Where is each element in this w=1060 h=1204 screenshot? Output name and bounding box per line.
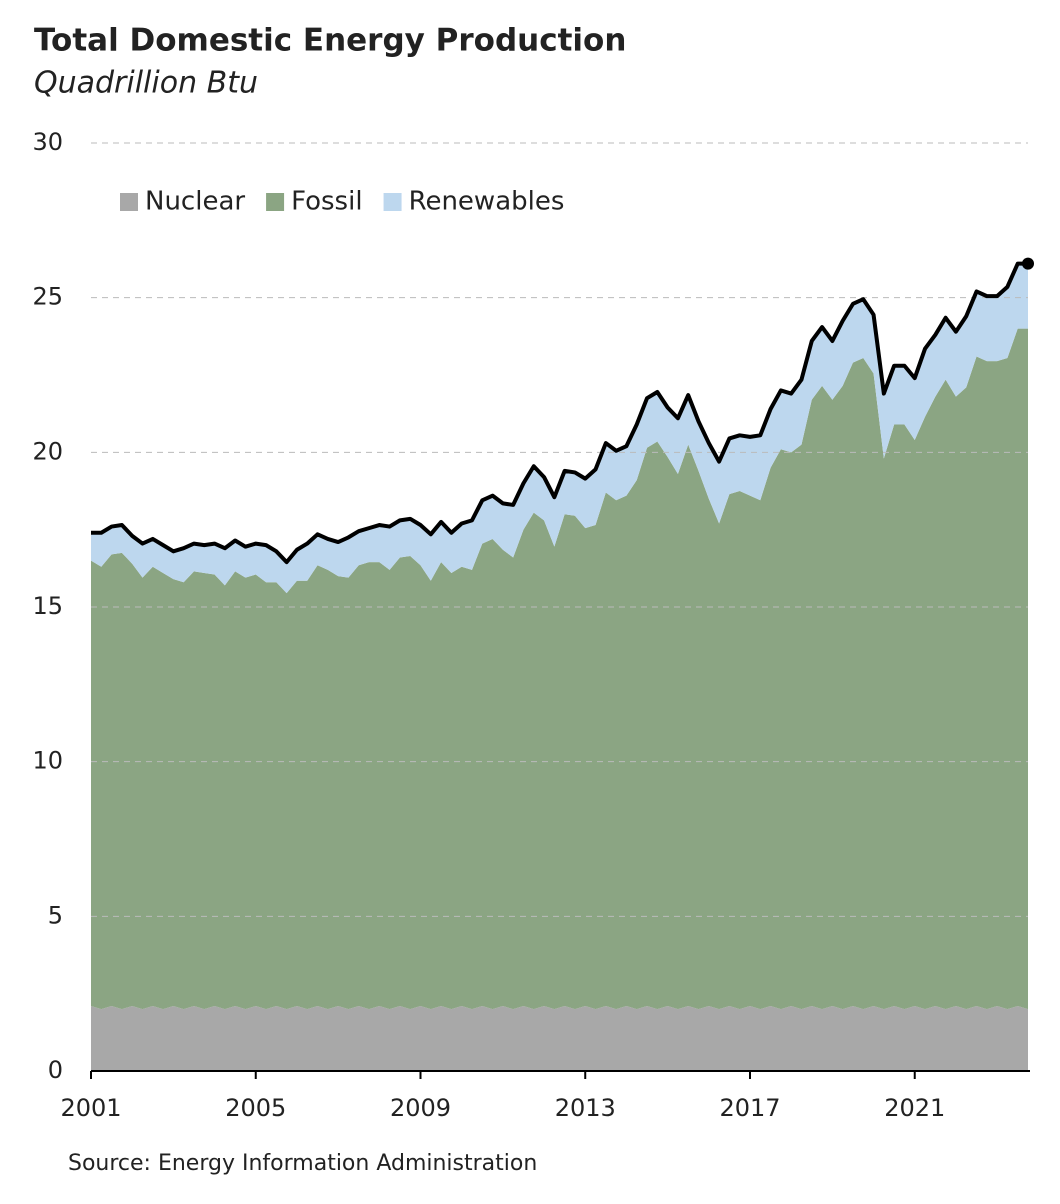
y-tick-label: 10 <box>32 747 63 775</box>
y-tick-label: 5 <box>48 901 63 929</box>
x-tick-label: 2005 <box>225 1094 286 1122</box>
chart-title: Total Domestic Energy Production <box>34 23 626 59</box>
area <box>91 328 1028 1010</box>
y-tick-label: 25 <box>32 283 63 311</box>
source-note: Source: Energy Information Administratio… <box>68 1151 537 1176</box>
legend-label: Nuclear <box>145 187 245 217</box>
legend-label: Fossil <box>291 187 362 217</box>
area <box>91 263 1028 594</box>
chart-subtitle: Quadrillion Btu <box>34 66 258 101</box>
end-point <box>1022 257 1034 270</box>
legend-swatch <box>266 193 285 211</box>
x-tick-label: 2001 <box>60 1094 121 1122</box>
y-tick-label: 30 <box>32 128 63 156</box>
legend-swatch <box>120 193 138 211</box>
x-tick-label: 2013 <box>555 1094 616 1122</box>
legend-swatch <box>383 193 402 211</box>
total-line <box>91 261 1028 565</box>
y-tick-label: 0 <box>48 1056 63 1084</box>
x-tick-label: 2017 <box>719 1094 780 1122</box>
area <box>91 1006 1028 1071</box>
x-tick-label: 2009 <box>390 1094 451 1122</box>
legend-label: Renewables <box>409 187 565 217</box>
x-tick-label: 2021 <box>884 1094 945 1122</box>
y-tick-label: 15 <box>32 592 63 620</box>
y-tick-label: 20 <box>32 437 63 465</box>
